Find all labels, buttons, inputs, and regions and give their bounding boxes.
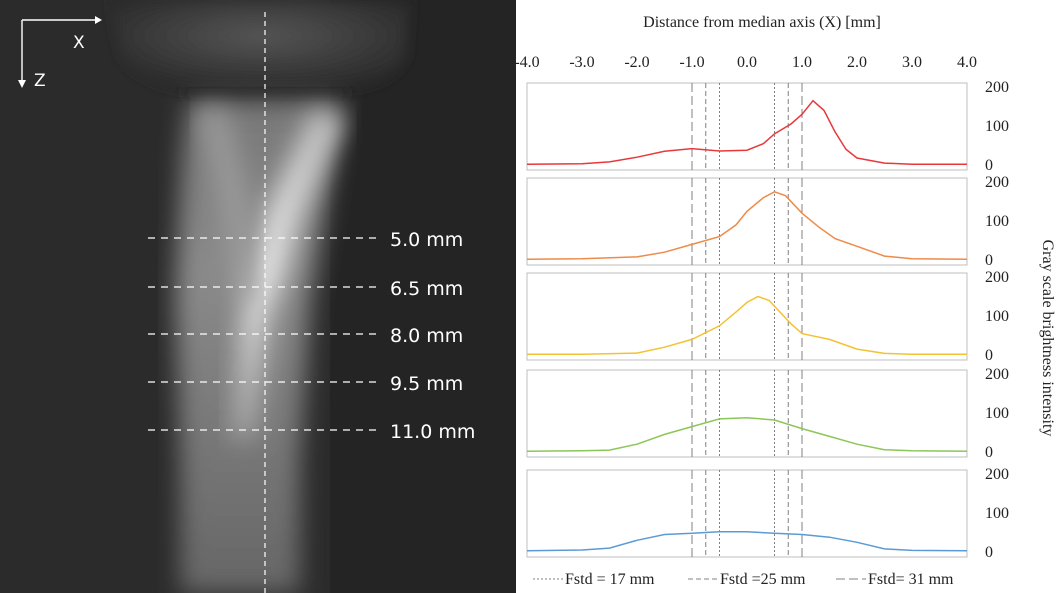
profile-panel: 0 100 200	[527, 79, 1009, 174]
chart-x-axis-title: Distance from median axis (X) [mm]	[643, 14, 881, 31]
x-tick-label: 2.0	[847, 54, 867, 71]
y-tick-label: 200	[985, 269, 1009, 286]
y-tick-label: 100	[985, 405, 1009, 422]
y-tick-label: 0	[985, 544, 993, 561]
legend-label: Fstd = 17 mm	[565, 571, 655, 588]
x-tick-label: -2.0	[624, 54, 649, 71]
y-tick-label: 0	[985, 444, 993, 461]
chart-legend: Fstd = 17 mm Fstd =25 mm Fstd= 31 mm	[533, 571, 954, 588]
x-tick-label: -4.0	[514, 54, 539, 71]
profile-panel: 0 100 200	[527, 366, 1009, 461]
x-tick-label: 1.0	[792, 54, 812, 71]
y-tick-label: 200	[985, 79, 1009, 96]
profile-panel: 0 100 200	[527, 466, 1009, 561]
x-tick-label: 4.0	[957, 54, 977, 71]
y-tick-label: 100	[985, 308, 1009, 325]
y-tick-label: 200	[985, 366, 1009, 383]
panel-frame	[527, 83, 967, 170]
y-tick-label: 100	[985, 213, 1009, 230]
legend-label: Fstd= 31 mm	[868, 571, 954, 588]
y-tick-label: 0	[985, 347, 993, 364]
profile-panel: 0 100 200	[527, 269, 1009, 364]
y-tick-label: 100	[985, 505, 1009, 522]
profile-panel: 0 100 200	[527, 174, 1009, 269]
y-tick-label: 100	[985, 118, 1009, 135]
x-tick-label: -3.0	[569, 54, 594, 71]
x-tick-label: 0.0	[737, 54, 757, 71]
x-tick-labels: -4.0 -3.0 -2.0 -1.0 0.0 1.0 2.0 3.0 4.0	[514, 54, 977, 71]
x-tick-label: -1.0	[679, 54, 704, 71]
legend-label: Fstd =25 mm	[720, 571, 806, 588]
y-tick-label: 200	[985, 174, 1009, 191]
y-tick-label: 200	[985, 466, 1009, 483]
panel-frame	[527, 178, 967, 265]
panel-frame	[527, 273, 967, 360]
panel-frame	[527, 370, 967, 457]
y-tick-label: 0	[985, 252, 993, 269]
x-tick-label: 3.0	[902, 54, 922, 71]
panel-frame	[527, 470, 967, 557]
chart-y-axis-title: Gray scale brightness intensity	[1039, 240, 1056, 437]
y-tick-label: 0	[985, 157, 993, 174]
